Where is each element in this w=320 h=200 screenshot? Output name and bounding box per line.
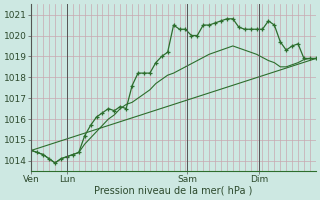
X-axis label: Pression niveau de la mer( hPa ): Pression niveau de la mer( hPa ) bbox=[94, 186, 253, 196]
